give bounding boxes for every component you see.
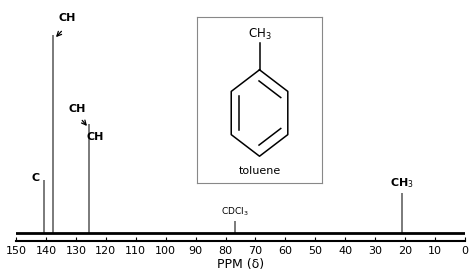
Text: C: C <box>31 173 39 183</box>
X-axis label: PPM (δ): PPM (δ) <box>217 258 264 271</box>
Text: CH$_3$: CH$_3$ <box>390 177 414 190</box>
Text: toluene: toluene <box>238 166 281 176</box>
Text: CH$_3$: CH$_3$ <box>248 26 271 42</box>
Text: CH: CH <box>87 132 104 142</box>
Text: CH: CH <box>58 13 76 23</box>
Text: CDCl$_3$: CDCl$_3$ <box>221 206 248 218</box>
Text: CH: CH <box>69 104 86 114</box>
